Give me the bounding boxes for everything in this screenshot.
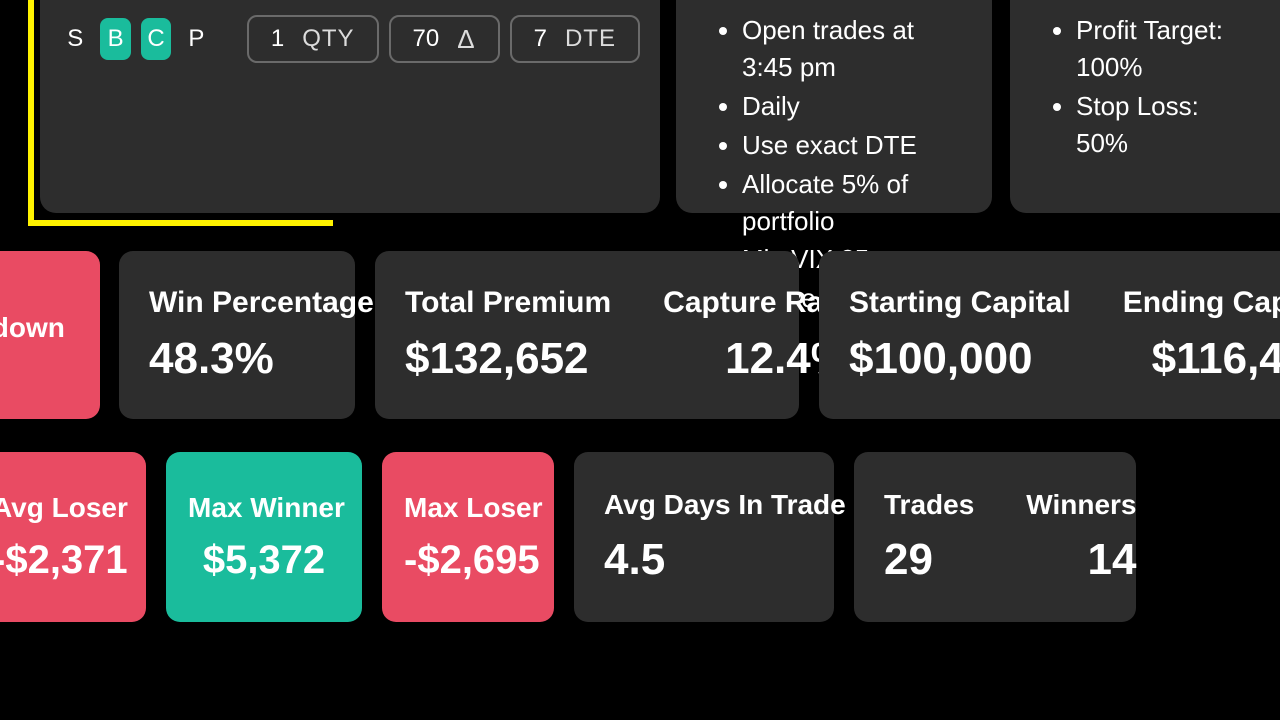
trades-winners-card: Trades 29 Winners 14 [854, 452, 1136, 622]
dte-input[interactable]: 7 DTE [510, 15, 640, 63]
ending-capital-half: Ending Capital $116,413 [1097, 279, 1280, 391]
winners-half: Winners 14 [1000, 480, 1136, 594]
dte-label: DTE [565, 25, 616, 53]
qty-input[interactable]: 1 QTY [247, 15, 379, 63]
drawdown-label: wdown [0, 312, 70, 344]
total-premium-half: Total Premium $132,652 [405, 279, 637, 391]
max-winner-value: $5,372 [188, 538, 340, 583]
sell-toggle[interactable]: S [60, 18, 90, 60]
total-premium-value: $132,652 [405, 334, 611, 384]
win-percentage-value: 48.3% [149, 334, 325, 384]
winners-value: 14 [1026, 535, 1136, 585]
ending-capital-label: Ending Capital [1123, 286, 1280, 320]
capture-rate-half: Capture Rate 12.4% [637, 279, 850, 391]
targets-list: Profit Target: 100% Stop Loss: 50% [1050, 12, 1256, 162]
config-chip-row: S B C P 1 QTY 70 Δ 7 DTE [60, 15, 640, 63]
avg-loser-value: -$2,371 [0, 538, 124, 583]
top-row: S B C P 1 QTY 70 Δ 7 DTE Open trades at … [0, 0, 1280, 218]
qty-label: QTY [302, 25, 354, 53]
delta-input[interactable]: 70 Δ [389, 15, 500, 63]
rules-item: Daily [742, 88, 968, 125]
targets-item: Stop Loss: 50% [1076, 88, 1256, 162]
total-premium-label: Total Premium [405, 286, 611, 320]
win-percentage-label: Win Percentage [149, 286, 325, 320]
starting-capital-value: $100,000 [849, 334, 1071, 384]
avg-days-label: Avg Days In Trade [604, 489, 804, 521]
ending-capital-value: $116,413 [1123, 334, 1280, 384]
targets-panel: Profit Target: 100% Stop Loss: 50% [1010, 0, 1280, 213]
rules-item: Open trades at 3:45 pm [742, 12, 968, 86]
avg-loser-label: Avg Loser [0, 492, 124, 524]
config-panel: S B C P 1 QTY 70 Δ 7 DTE [40, 0, 660, 213]
qty-value: 1 [271, 25, 284, 53]
targets-item: Profit Target: 100% [1076, 12, 1256, 86]
rules-item: Use exact DTE [742, 127, 968, 164]
starting-capital-label: Starting Capital [849, 286, 1071, 320]
drawdown-card: wdown [0, 251, 100, 419]
call-toggle[interactable]: C [141, 18, 171, 60]
max-winner-label: Max Winner [188, 492, 340, 524]
delta-value: 70 [413, 25, 440, 53]
avg-days-card: Avg Days In Trade 4.5 [574, 452, 834, 622]
max-winner-card: Max Winner $5,372 [166, 452, 362, 622]
avg-days-value: 4.5 [604, 535, 804, 585]
delta-label: Δ [457, 24, 475, 55]
max-loser-card: Max Loser -$2,695 [382, 452, 554, 622]
win-percentage-card: Win Percentage 48.3% [119, 251, 355, 419]
buy-toggle[interactable]: B [100, 18, 130, 60]
rules-panel: Open trades at 3:45 pm Daily Use exact D… [676, 0, 992, 213]
rules-item: Allocate 5% of portfolio [742, 166, 968, 240]
premium-capture-card: Total Premium $132,652 Capture Rate 12.4… [375, 251, 799, 419]
trades-label: Trades [884, 489, 974, 521]
dte-value: 7 [534, 25, 547, 53]
trades-half: Trades 29 [884, 480, 1000, 594]
trades-value: 29 [884, 535, 974, 585]
avg-loser-card: Avg Loser -$2,371 [0, 452, 146, 622]
max-loser-value: -$2,695 [404, 538, 532, 583]
winners-label: Winners [1026, 489, 1136, 521]
max-loser-label: Max Loser [404, 492, 532, 524]
put-toggle[interactable]: P [181, 18, 211, 60]
starting-capital-half: Starting Capital $100,000 [849, 279, 1097, 391]
capital-card: Starting Capital $100,000 Ending Capital… [819, 251, 1280, 419]
